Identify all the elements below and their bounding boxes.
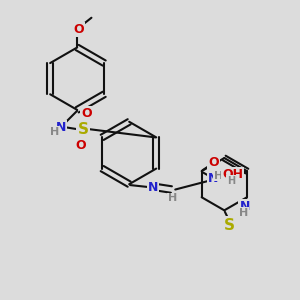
Text: H: H bbox=[239, 208, 248, 218]
Text: O: O bbox=[75, 139, 86, 152]
Text: O: O bbox=[74, 23, 84, 36]
Text: S: S bbox=[224, 218, 235, 233]
Text: N: N bbox=[148, 181, 158, 194]
Text: S: S bbox=[78, 122, 88, 137]
Text: H: H bbox=[168, 194, 178, 203]
Text: N: N bbox=[208, 172, 218, 185]
Text: H: H bbox=[227, 176, 235, 186]
Text: H: H bbox=[50, 127, 59, 137]
Text: OH: OH bbox=[222, 168, 243, 181]
Text: H: H bbox=[214, 171, 223, 181]
Text: O: O bbox=[81, 106, 92, 120]
Text: N: N bbox=[239, 200, 250, 213]
Text: N: N bbox=[56, 121, 66, 134]
Text: O: O bbox=[208, 156, 219, 169]
